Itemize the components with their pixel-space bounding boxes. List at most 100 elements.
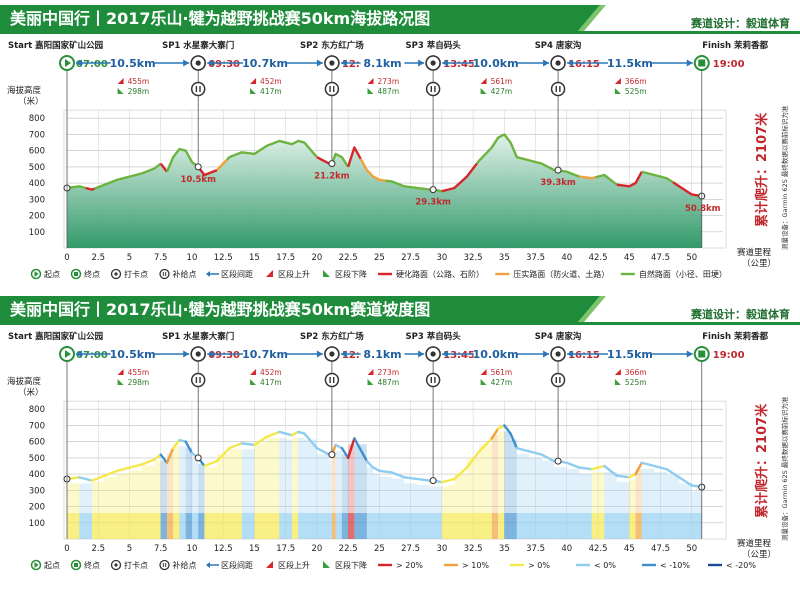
slope-band-base bbox=[216, 513, 230, 539]
up-flag-icon bbox=[117, 369, 124, 375]
double-arrow-icon bbox=[340, 350, 347, 358]
x-tick-label: 37.5 bbox=[526, 544, 545, 554]
slope-band bbox=[373, 473, 380, 539]
slope-band-base bbox=[241, 513, 255, 539]
slope-band bbox=[179, 446, 186, 539]
slope-band-base bbox=[491, 513, 499, 539]
checkpoint-time: 16:15 bbox=[568, 59, 600, 70]
legend-item: 起点 bbox=[30, 268, 60, 280]
legend-label: < 0% bbox=[594, 561, 616, 570]
slope-line-segment bbox=[90, 474, 106, 482]
panel-2: 美丽中国行丨2017乐山·犍为越野挑战赛50km赛道坡度图 赛道设计：毅道体育 10… bbox=[0, 296, 800, 571]
x-tick-label: 40 bbox=[561, 253, 572, 263]
double-arrow-icon bbox=[340, 59, 347, 67]
finish-name: Finish 茉莉香都 bbox=[702, 331, 768, 342]
slope-line-segment bbox=[615, 474, 631, 479]
slope-band-base bbox=[279, 513, 286, 539]
stop-square-icon bbox=[698, 350, 706, 358]
segment-up: 455m bbox=[128, 77, 150, 86]
slope-band-base bbox=[566, 513, 580, 539]
slope-band-base bbox=[479, 513, 492, 539]
legend-label: > 20% bbox=[396, 561, 423, 570]
down-flag-icon bbox=[367, 379, 374, 385]
segment-distance: 8.1km bbox=[363, 348, 401, 361]
legend-label: 区段下降 bbox=[335, 560, 367, 570]
title-banner-stripe bbox=[578, 5, 606, 31]
slope-line-segment bbox=[565, 461, 581, 469]
slope-band-base bbox=[335, 513, 342, 539]
surface-segment-hard bbox=[159, 162, 168, 173]
legend-label: 起点 bbox=[44, 270, 60, 279]
y-tick-label: 700 bbox=[29, 130, 45, 140]
double-arrow-icon bbox=[418, 59, 425, 67]
x-tick-label: 32.5 bbox=[464, 253, 483, 263]
checkpoint-icon-dot bbox=[195, 60, 201, 66]
legend-label: 自然路面（小径、田埂） bbox=[639, 269, 727, 279]
segment-label-bg bbox=[607, 346, 652, 360]
segment-label-bg bbox=[243, 55, 288, 69]
slope-band bbox=[154, 460, 161, 539]
x-tick-label: 32.5 bbox=[464, 544, 483, 554]
start-name: Start 嘉阳国家矿山公园 bbox=[8, 40, 103, 51]
profile-checkpoint-dot bbox=[328, 160, 336, 168]
title-banner-stripe bbox=[578, 296, 606, 322]
x-tick-label: 30 bbox=[436, 253, 447, 263]
slope-band-base bbox=[198, 513, 205, 539]
surface-segment-hard bbox=[616, 171, 643, 188]
slope-line-segment bbox=[153, 453, 162, 461]
segment-up: 273m bbox=[378, 77, 400, 86]
slope-line-segment bbox=[678, 476, 693, 487]
y-tick-label: 200 bbox=[29, 503, 45, 513]
y-tick-label: 200 bbox=[29, 212, 45, 222]
y-axis-unit: （米） bbox=[18, 96, 44, 107]
segment-distance: 10.5km bbox=[110, 57, 156, 70]
slope-line-segment bbox=[159, 453, 169, 464]
segment-distance: 10.5km bbox=[110, 348, 156, 361]
legend-label: 区段下降 bbox=[335, 269, 367, 279]
slope-band bbox=[341, 454, 349, 539]
slope-band bbox=[448, 484, 455, 539]
slope-band bbox=[166, 454, 174, 539]
slope-line-segment bbox=[390, 471, 406, 479]
legend-item: 区段间距 bbox=[206, 560, 253, 570]
slope-band-base bbox=[516, 513, 530, 539]
slope-line-segment bbox=[240, 442, 256, 447]
surface-segment-natural bbox=[94, 162, 162, 190]
checkpoint-time: 09:30 bbox=[208, 350, 240, 361]
slope-line-segment bbox=[640, 461, 656, 468]
up-flag-icon bbox=[117, 78, 124, 84]
y-axis-label: 海拔高度 bbox=[7, 376, 42, 387]
supply-icon bbox=[550, 81, 566, 97]
slope-line-segment bbox=[528, 450, 544, 456]
legend-item: 区段下降 bbox=[323, 560, 367, 570]
y-tick-label: 600 bbox=[29, 438, 45, 448]
legend-item: > 0% bbox=[510, 561, 550, 570]
segment-down: 427m bbox=[491, 87, 513, 96]
surface-segment-compact bbox=[216, 158, 228, 171]
supply-icon bbox=[324, 81, 340, 97]
segment-label-bg bbox=[110, 55, 155, 69]
surface-segment-compact bbox=[579, 175, 596, 180]
slope-band bbox=[504, 431, 511, 539]
checkpoint-name: SP3 萃自码头 bbox=[405, 40, 461, 51]
slope-line-segment bbox=[215, 446, 231, 463]
legend-label: 补给点 bbox=[173, 269, 197, 279]
slope-band-base bbox=[654, 513, 667, 539]
down-flag-icon bbox=[480, 379, 487, 385]
x-tick-label: 2.5 bbox=[91, 544, 105, 554]
down-flag-icon bbox=[323, 561, 330, 568]
surface-segment-natural bbox=[226, 139, 318, 161]
double-arrow-icon bbox=[183, 350, 190, 358]
slope-band-base bbox=[604, 513, 617, 539]
legend-item: 补给点 bbox=[159, 268, 197, 280]
checkpoint-km-label: 50.8km bbox=[685, 204, 721, 214]
segment-label-bg bbox=[607, 55, 652, 69]
slope-line-segment bbox=[315, 446, 331, 456]
up-flag-icon bbox=[250, 78, 257, 84]
slope-band-base bbox=[191, 513, 199, 539]
slope-band-base bbox=[254, 513, 267, 539]
start-name: Start 嘉阳国家矿山公园 bbox=[8, 331, 103, 342]
title-rule bbox=[0, 322, 800, 325]
y-tick-label: 100 bbox=[29, 519, 45, 529]
slope-line-segment bbox=[172, 438, 181, 450]
